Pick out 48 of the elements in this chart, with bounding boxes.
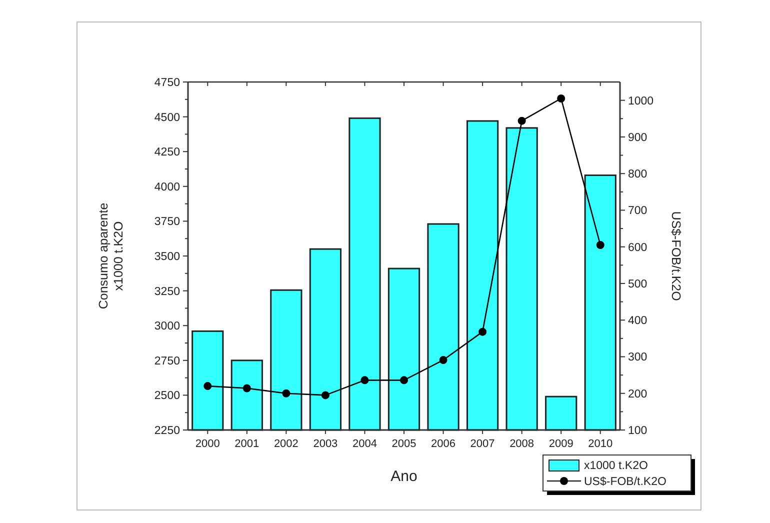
y2-tick-label: 600 (628, 242, 648, 254)
x-tick-label: 2007 (470, 438, 495, 450)
point (242, 384, 251, 392)
y2-tick-label: 1000 (628, 95, 654, 108)
x-tick-label: 2001 (234, 438, 260, 450)
y2-tick-label: 500 (628, 278, 648, 290)
point (400, 376, 408, 384)
x-tick-label: 2004 (352, 438, 377, 450)
legend-label: US$-FOB/t.K2O (584, 476, 666, 488)
x-tick-label: 2002 (274, 438, 298, 450)
point (282, 389, 290, 398)
y-tick-label: 4250 (154, 146, 180, 159)
x-tick-label: 2000 (195, 438, 220, 450)
x-tick-label: 2008 (510, 438, 534, 450)
y2-tick-label: 200 (628, 388, 648, 400)
point (321, 391, 330, 400)
x-tick-label: 2010 (588, 438, 613, 450)
point (557, 94, 566, 102)
point (360, 376, 369, 384)
y-tick-label: 3750 (154, 216, 180, 228)
y-tick-label: 3500 (154, 251, 180, 263)
y-tick-label: 2750 (154, 355, 180, 368)
point (478, 328, 487, 336)
point (204, 382, 212, 390)
x-tick-label: 2005 (392, 438, 416, 450)
y-tick-label: 4000 (154, 181, 180, 194)
y2-tick-label: 300 (628, 352, 648, 364)
point (518, 116, 526, 125)
y-tick-label: 2250 (154, 425, 180, 437)
y-tick-label: 4750 (154, 77, 180, 89)
y-axis-title: Consumo aparente x1000 t.K2O (96, 202, 126, 310)
x-tick-label: 2009 (548, 438, 574, 450)
x-tick-label: 2006 (431, 438, 456, 450)
y2-tick-label: 100 (628, 425, 648, 437)
x-axis-title: Ano (390, 468, 418, 485)
x-tick-label: 2003 (313, 438, 338, 450)
point (596, 241, 604, 250)
legend-label: x1000 t.K2O (584, 460, 648, 472)
point (439, 356, 448, 364)
y-tick-label: 3000 (154, 320, 180, 333)
y2-tick-label: 800 (628, 168, 648, 181)
y2-axis-title: US$-FOB/t.K2O (669, 211, 683, 302)
y-tick-label: 2500 (154, 390, 180, 402)
y-tick-label: 4500 (154, 112, 180, 124)
y2-tick-label: 900 (628, 132, 648, 144)
y2-tick-label: 400 (628, 315, 648, 328)
y-tick-label: 3250 (154, 286, 180, 298)
y2-tick-label: 700 (628, 205, 648, 218)
